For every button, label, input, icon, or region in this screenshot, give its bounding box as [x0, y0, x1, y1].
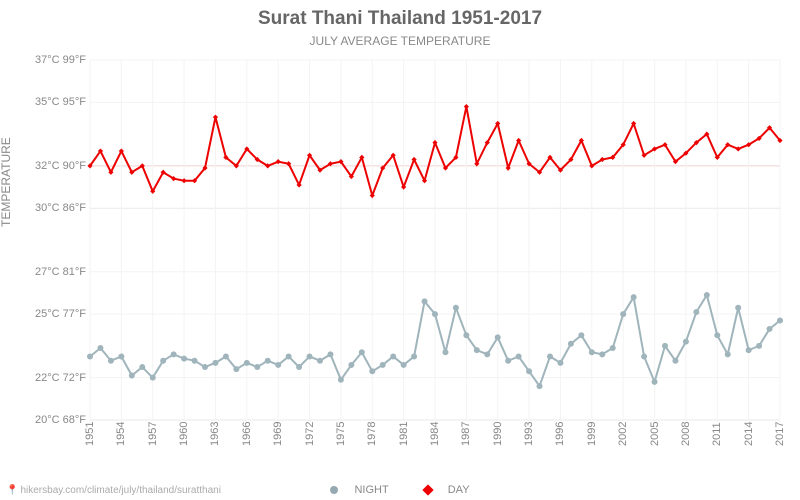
x-tick-label: 1981: [398, 422, 410, 446]
y-tick-label: 20°C 68°F: [35, 414, 86, 426]
y-tick-label: 27°C 81°F: [35, 266, 86, 278]
y-tick-label: 32°C 90°F: [35, 160, 86, 172]
legend-day-label: DAY: [448, 484, 470, 496]
y-axis-label: TEMPERATURE: [0, 137, 13, 227]
x-tick-label: 1960: [178, 422, 190, 446]
x-tick-label: 1996: [554, 422, 566, 446]
x-tick-label: 2005: [649, 422, 661, 446]
x-tick-label: 1951: [84, 422, 96, 446]
attribution: 📍hikersbay.com/climate/july/thailand/sur…: [6, 485, 221, 496]
legend-night-label: NIGHT: [354, 484, 388, 496]
legend-day: DAY: [416, 484, 478, 496]
y-tick-label: 30°C 86°F: [35, 202, 86, 214]
x-tick-label: 1966: [241, 422, 253, 446]
x-axis-ticks: 1951195419571960196319661969197219751978…: [90, 424, 780, 472]
x-tick-label: 1987: [460, 422, 472, 446]
x-tick-label: 1969: [272, 422, 284, 446]
chart-subtitle: JULY AVERAGE TEMPERATURE: [0, 34, 800, 48]
x-tick-label: 2014: [743, 422, 755, 446]
x-tick-label: 2008: [680, 422, 692, 446]
x-tick-label: 1975: [335, 422, 347, 446]
legend-night: NIGHT: [322, 484, 396, 496]
x-tick-label: 2017: [774, 422, 786, 446]
x-tick-label: 1999: [586, 422, 598, 446]
x-tick-label: 1972: [304, 422, 316, 446]
y-tick-label: 37°C 99°F: [35, 54, 86, 66]
x-tick-label: 1978: [366, 422, 378, 446]
temperature-chart: Surat Thani Thailand 1951-2017 JULY AVER…: [0, 0, 800, 500]
plot-area: [90, 60, 780, 420]
pin-icon: 📍: [6, 485, 18, 496]
plot-svg: [90, 60, 780, 420]
x-tick-label: 1993: [523, 422, 535, 446]
x-tick-label: 1954: [115, 422, 127, 446]
x-tick-label: 2011: [711, 422, 723, 446]
x-tick-label: 1963: [209, 422, 221, 446]
x-tick-label: 1957: [147, 422, 159, 446]
chart-title: Surat Thani Thailand 1951-2017: [0, 8, 800, 30]
y-tick-label: 25°C 77°F: [35, 308, 86, 320]
x-tick-label: 1990: [492, 422, 504, 446]
y-tick-label: 22°C 72°F: [35, 372, 86, 384]
y-axis-ticks: 20°C 68°F22°C 72°F25°C 77°F27°C 81°F30°C…: [30, 60, 90, 420]
x-tick-label: 1984: [429, 422, 441, 446]
x-tick-label: 2002: [617, 422, 629, 446]
y-tick-label: 35°C 95°F: [35, 96, 86, 108]
attribution-text: hikersbay.com/climate/july/thailand/sura…: [20, 485, 220, 496]
